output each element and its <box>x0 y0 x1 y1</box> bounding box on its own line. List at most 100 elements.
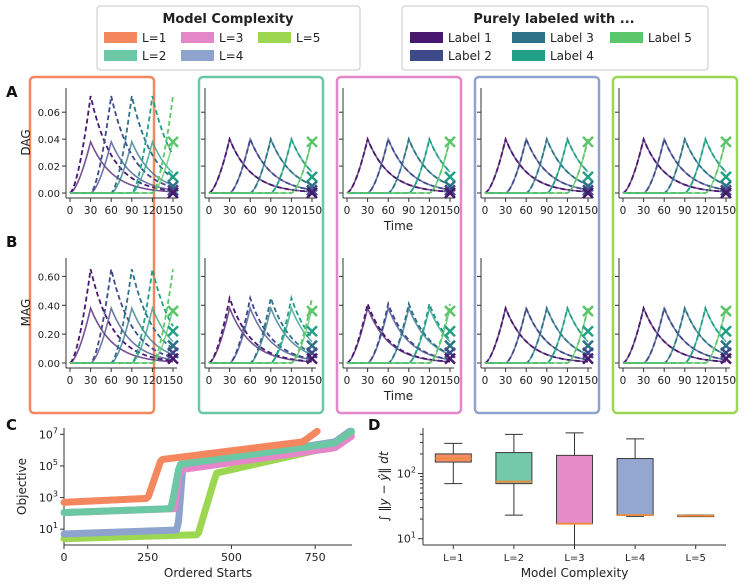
x-tick-label: 30 <box>361 375 374 387</box>
end-marker-5 <box>720 305 732 317</box>
x-tick-label: 0 <box>344 375 351 387</box>
d-y-tick-label: 101 <box>397 531 416 546</box>
x-tick-label: 60 <box>244 375 257 387</box>
dashed-curve-Label 1 <box>208 294 313 364</box>
frame-L1 <box>28 75 156 415</box>
solid-curve-Label 4 <box>485 305 589 364</box>
end-marker-5 <box>306 135 318 148</box>
end-marker-5 <box>720 135 732 148</box>
x-tick-label: 90 <box>264 205 277 217</box>
end-marker-5 <box>306 305 318 317</box>
dashed-curve-Label 5 <box>70 269 174 364</box>
x-tick-label: 90 <box>540 205 553 217</box>
frame-L3 <box>335 75 463 415</box>
x-tick-label: 120 <box>557 205 577 217</box>
dashed-curve-Label 2 <box>70 95 174 194</box>
solid-curve-Label 5 <box>209 138 313 194</box>
x-tick-label: 30 <box>223 205 236 217</box>
x-tick-label: 90 <box>402 375 415 387</box>
c-x-tick-label: 500 <box>221 551 242 564</box>
x-tick-label: 150 <box>716 375 736 387</box>
y-tick-label: 0.20 <box>38 330 60 341</box>
d-y-tick-label: 102 <box>397 466 416 481</box>
end-marker-4 <box>720 325 732 338</box>
x-tick-label: 120 <box>695 375 715 387</box>
d-x-tick-label: L=3 <box>564 553 584 564</box>
x-tick-label: 0 <box>206 205 213 217</box>
end-marker-1 <box>444 187 456 199</box>
x-tick-label: 150 <box>716 205 736 217</box>
solid-curve-Label 1 <box>346 136 451 194</box>
dashed-curve-Label 5 <box>485 138 589 194</box>
frame-L5 <box>611 75 739 415</box>
solid-curve-Label 1 <box>69 305 174 364</box>
y-tick-label: 0.04 <box>38 135 60 146</box>
dashed-curve-Label 1 <box>484 305 589 364</box>
subplot-B-L=1: 0 30 60 90 120 150 0.00 0.20 0.40 0.60 MAG <box>19 258 183 387</box>
x-tick-label: 90 <box>678 205 691 217</box>
x-tick-label: 150 <box>163 205 183 217</box>
solid-curve-Label 5 <box>485 138 589 194</box>
x-tick-label: 60 <box>658 375 671 387</box>
x-tick-label: 60 <box>520 375 533 387</box>
legend-swatch-L=1 <box>104 32 137 43</box>
dashed-curve-Label 4 <box>623 305 727 364</box>
subplot-B-L=5: 0 30 60 90 120 150 <box>615 258 736 387</box>
solid-curve-Label 1 <box>69 139 174 194</box>
c-y-axis-label: Objective <box>15 458 29 515</box>
d-box-L=2: L=2 <box>495 433 533 564</box>
box-body <box>556 454 593 525</box>
x-tick-label: 150 <box>578 205 598 217</box>
x-tick-label: 0 <box>620 375 627 387</box>
legend-label-L=3: L=3 <box>219 31 243 45</box>
d-x-tick-label: L=2 <box>504 553 524 564</box>
frame-L2 <box>197 75 325 415</box>
dashed-curve-Label 3 <box>485 136 589 194</box>
solid-curve-Label 5 <box>623 307 727 364</box>
y-tick-label: 0.40 <box>38 301 60 312</box>
x-tick-label: 90 <box>125 375 138 387</box>
dashed-curve-Label 1 <box>484 136 589 194</box>
dashed-curve-Label 1 <box>208 136 313 194</box>
y-axis-label: MAG <box>19 299 33 327</box>
legend-label-L=4: L=4 <box>219 49 243 63</box>
x-axis-label: Time <box>383 389 413 403</box>
end-marker-5 <box>444 135 456 148</box>
legend-label-Label 1: Label 1 <box>448 31 492 45</box>
end-marker-2 <box>720 184 732 197</box>
x-tick-label: 30 <box>84 205 97 217</box>
legend-swatch-Label 2 <box>410 50 443 61</box>
y-tick-label: 0.00 <box>38 359 60 370</box>
dashed-curve-Label 4 <box>70 269 174 364</box>
x-tick-label: 150 <box>440 205 460 217</box>
end-marker-1 <box>306 187 318 199</box>
solid-curve-Label 1 <box>346 305 451 364</box>
d-box-L=4: L=4 <box>616 438 654 564</box>
legend-swatch-L=5 <box>258 32 291 43</box>
end-marker-4 <box>306 170 318 183</box>
d-box-L=1: L=1 <box>434 442 472 564</box>
dashed-curve-Label 1 <box>346 300 451 364</box>
legend-model-complexity: Model Complexity L=1 L=3 L=5 L=2 L=4 <box>96 5 361 71</box>
solid-curve-Label 2 <box>623 305 727 364</box>
c-x-tick-label: 250 <box>137 551 158 564</box>
dashed-curve-Label 2 <box>209 136 313 194</box>
solid-curve-Label 5 <box>485 307 589 364</box>
solid-curve-Label 2 <box>485 305 589 364</box>
subplot-B-L=3: 0 30 60 90 120 150 Time <box>339 258 460 403</box>
solid-curve-Label 1 <box>622 305 727 364</box>
c-x-tick-label: 750 <box>305 551 326 564</box>
c-y-tick-label: 107 <box>39 426 58 441</box>
x-tick-label: 150 <box>163 375 183 387</box>
end-marker-4 <box>720 170 732 183</box>
end-marker-4 <box>582 325 594 338</box>
y-tick-label: 0.02 <box>38 162 60 173</box>
solid-curve-Label 5 <box>623 138 727 194</box>
solid-curve-Label 1 <box>622 136 727 194</box>
solid-curve-Label 3 <box>70 305 174 364</box>
dashed-curve-Label 3 <box>485 305 589 364</box>
subplot-A-L=4: 0 30 60 90 120 150 <box>477 88 598 217</box>
solid-curve-Label 2 <box>623 136 727 194</box>
frame-L4 <box>473 75 601 415</box>
